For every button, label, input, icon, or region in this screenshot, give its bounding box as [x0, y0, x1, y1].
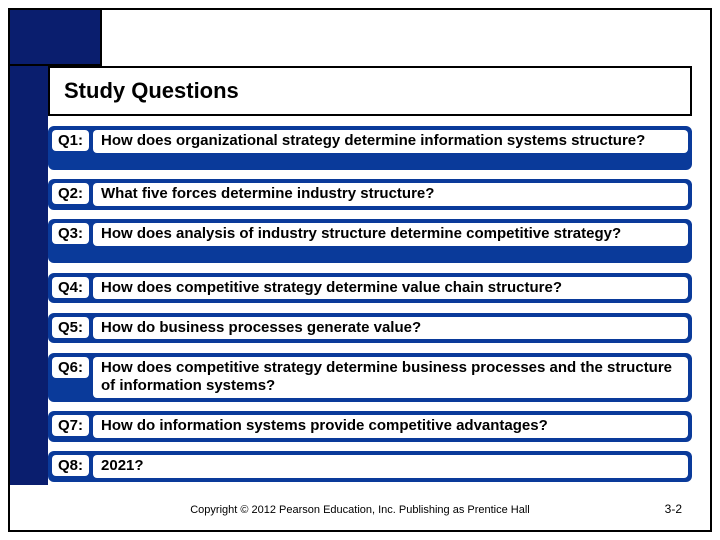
question-row: Q3: How does analysis of industry structu…	[48, 219, 692, 263]
corner-block	[10, 10, 102, 66]
question-text: How does analysis of industry structure …	[101, 225, 621, 244]
question-text-pill: How do information systems provide compe…	[93, 415, 688, 438]
question-text: How does competitive strategy determine …	[101, 359, 680, 397]
question-label: Q5:	[52, 317, 89, 338]
question-text-pill: How does analysis of industry structure …	[93, 223, 688, 246]
question-label-pill: Q1:	[52, 130, 89, 151]
question-row: Q7: How do information systems provide co…	[48, 411, 692, 442]
question-label-pill: Q7:	[52, 415, 89, 436]
question-label-pill: Q8:	[52, 455, 89, 476]
question-label-pill: Q5:	[52, 317, 89, 338]
question-text-pill: How does organizational strategy determi…	[93, 130, 688, 153]
page-number: 3-2	[665, 502, 682, 516]
question-text: How does organizational strategy determi…	[101, 132, 645, 151]
questions-list: Q1: How does organizational strategy dete…	[48, 126, 692, 482]
question-label-pill: Q2:	[52, 183, 89, 204]
question-text: How does competitive strategy determine …	[101, 279, 562, 298]
question-label: Q4:	[52, 277, 89, 298]
question-row: Q6: How does competitive strategy determi…	[48, 353, 692, 403]
copyright-footer: Copyright © 2012 Pearson Education, Inc.…	[10, 504, 710, 516]
question-label: Q7:	[52, 415, 89, 436]
question-text-pill: What five forces determine industry stru…	[93, 183, 688, 206]
slide-frame: Study Questions Q1: How does organization…	[8, 8, 712, 532]
question-text-pill: 2021?	[93, 455, 688, 478]
question-label: Q2:	[52, 183, 89, 204]
page-title: Study Questions	[64, 78, 239, 104]
question-label: Q6:	[52, 357, 89, 378]
left-sidebar-bar	[10, 66, 48, 485]
question-label: Q1:	[52, 130, 89, 151]
question-text: 2021?	[101, 457, 144, 476]
question-row: Q2: What five forces determine industry s…	[48, 179, 692, 210]
question-text: What five forces determine industry stru…	[101, 185, 434, 204]
question-text-pill: How does competitive strategy determine …	[93, 357, 688, 399]
question-label-pill: Q6:	[52, 357, 89, 378]
question-label-pill: Q3:	[52, 223, 89, 244]
question-text: How do information systems provide compe…	[101, 417, 548, 436]
title-box: Study Questions	[48, 66, 692, 116]
question-row: Q4: How does competitive strategy determi…	[48, 273, 692, 304]
question-label: Q3:	[52, 223, 89, 244]
question-row: Q1: How does organizational strategy dete…	[48, 126, 692, 170]
question-text-pill: How do business processes generate value…	[93, 317, 688, 340]
question-label: Q8:	[52, 455, 89, 476]
question-text-pill: How does competitive strategy determine …	[93, 277, 688, 300]
question-text: How do business processes generate value…	[101, 319, 421, 338]
question-row: Q5: How do business processes generate va…	[48, 313, 692, 344]
question-row: Q8: 2021?	[48, 451, 692, 482]
question-label-pill: Q4:	[52, 277, 89, 298]
